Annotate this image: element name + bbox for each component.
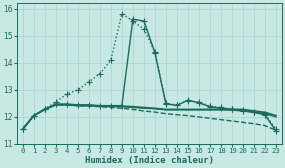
X-axis label: Humidex (Indice chaleur): Humidex (Indice chaleur) (85, 156, 214, 164)
